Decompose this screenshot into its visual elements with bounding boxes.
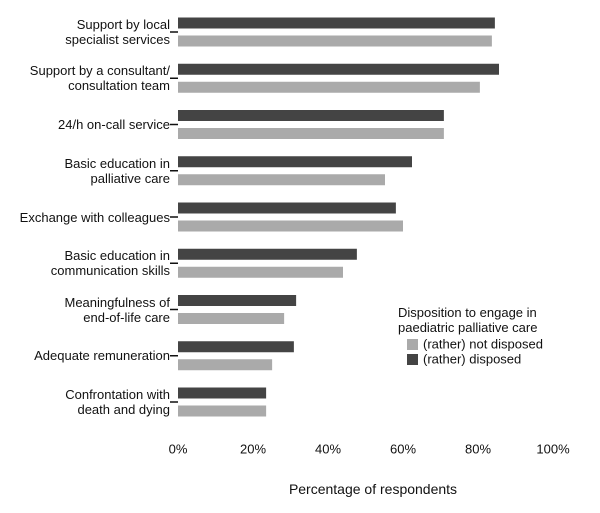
bar <box>178 35 492 47</box>
x-tick-label: 20% <box>240 441 266 456</box>
x-axis-label: Percentage of respondents <box>288 481 458 497</box>
y-tick-label: Confrontation with death and dying <box>65 387 170 417</box>
x-tick-label: 0% <box>169 441 188 456</box>
bar <box>178 63 499 75</box>
y-tick-label: Support by local specialist services <box>65 17 170 47</box>
legend-swatch <box>407 339 418 350</box>
bar <box>178 359 273 371</box>
legend-label: (rather) not disposed <box>423 336 543 351</box>
bar <box>178 313 285 324</box>
x-tick-label: 60% <box>390 441 416 456</box>
y-tick-label: Basic education in palliative care <box>64 155 170 186</box>
bar <box>178 156 412 168</box>
y-tick-label: Adequate remuneration <box>34 348 170 364</box>
y-tick-label: Meaningfulness of end-of-life care <box>64 294 170 325</box>
bar <box>178 174 385 186</box>
bar <box>178 248 357 260</box>
y-tick-label: Basic education in communication skills <box>50 248 170 279</box>
x-tick-label: 100% <box>536 441 570 456</box>
bar <box>178 405 267 417</box>
bar <box>178 266 343 278</box>
legend-label: (rather) disposed <box>423 351 521 366</box>
x-tick-label: 80% <box>465 441 491 456</box>
bar <box>178 295 297 306</box>
legend-swatch <box>407 354 418 365</box>
bar <box>178 220 403 232</box>
bar <box>178 387 267 399</box>
bar <box>178 341 294 353</box>
y-tick-label: Exchange with colleagues <box>19 209 170 225</box>
y-tick-label: 24/h on-call service <box>58 117 170 132</box>
bar <box>178 202 396 214</box>
bar <box>178 110 444 121</box>
legend-title: Disposition to engage in paediatric pall… <box>398 305 538 335</box>
x-tick-label: 40% <box>315 441 341 456</box>
bar <box>178 17 495 29</box>
bar <box>178 128 444 139</box>
y-tick-label: Support by a consultant/ consultation te… <box>29 63 170 94</box>
bar <box>178 81 480 93</box>
